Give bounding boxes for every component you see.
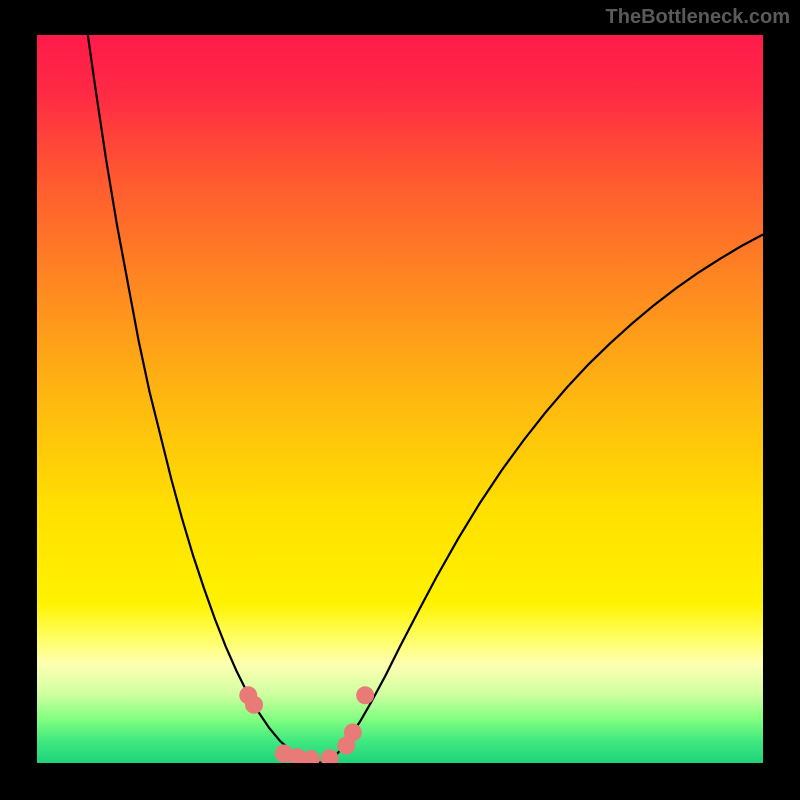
watermark-text: TheBottleneck.com bbox=[606, 6, 790, 29]
plot-background bbox=[37, 35, 763, 763]
data-marker bbox=[344, 723, 362, 741]
data-marker bbox=[356, 686, 374, 704]
data-marker bbox=[245, 696, 263, 714]
plot-area bbox=[37, 35, 763, 763]
plot-svg bbox=[37, 35, 763, 763]
chart-frame: TheBottleneck.com bbox=[0, 0, 800, 800]
